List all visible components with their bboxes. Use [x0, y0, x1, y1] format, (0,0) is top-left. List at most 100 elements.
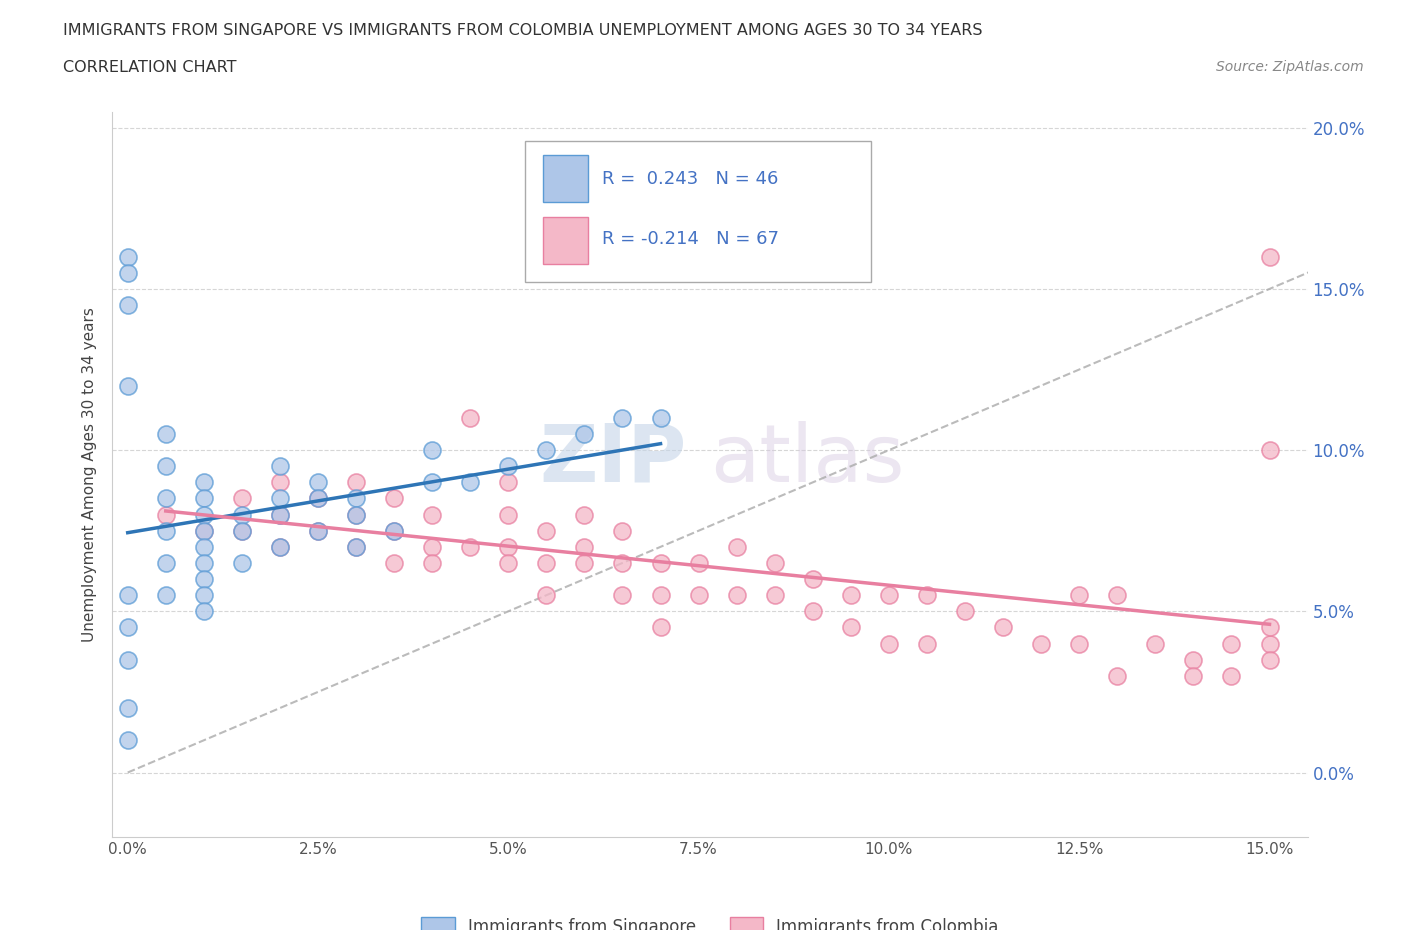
- Point: [1258, 620, 1281, 635]
- Point: [231, 491, 253, 506]
- Point: [1107, 588, 1129, 603]
- Point: [269, 491, 291, 506]
- Point: [307, 491, 329, 506]
- Point: [877, 588, 900, 603]
- Point: [574, 555, 596, 570]
- Point: [420, 507, 443, 522]
- Point: [117, 249, 139, 264]
- Point: [382, 555, 405, 570]
- Point: [498, 539, 520, 554]
- Point: [1069, 636, 1091, 651]
- Point: [536, 555, 558, 570]
- Text: R =  0.243   N = 46: R = 0.243 N = 46: [603, 170, 779, 188]
- Point: [193, 524, 215, 538]
- Point: [344, 539, 367, 554]
- Point: [193, 524, 215, 538]
- Point: [193, 588, 215, 603]
- Point: [536, 588, 558, 603]
- Point: [269, 475, 291, 490]
- Point: [420, 475, 443, 490]
- Point: [155, 491, 177, 506]
- Point: [915, 588, 938, 603]
- Point: [688, 555, 710, 570]
- Point: [193, 604, 215, 618]
- Point: [1258, 636, 1281, 651]
- Point: [307, 524, 329, 538]
- Point: [650, 588, 672, 603]
- FancyBboxPatch shape: [524, 140, 872, 282]
- Point: [1258, 249, 1281, 264]
- Point: [650, 410, 672, 425]
- Point: [117, 620, 139, 635]
- Point: [839, 620, 862, 635]
- Point: [688, 588, 710, 603]
- Point: [193, 555, 215, 570]
- Point: [117, 298, 139, 312]
- Point: [193, 475, 215, 490]
- Point: [650, 555, 672, 570]
- Point: [344, 475, 367, 490]
- Point: [536, 443, 558, 458]
- Point: [193, 572, 215, 587]
- FancyBboxPatch shape: [543, 217, 588, 264]
- Point: [155, 507, 177, 522]
- Point: [231, 524, 253, 538]
- Point: [612, 410, 634, 425]
- Point: [458, 475, 481, 490]
- Point: [1220, 669, 1243, 684]
- Point: [155, 524, 177, 538]
- Point: [458, 539, 481, 554]
- Point: [458, 410, 481, 425]
- Point: [269, 539, 291, 554]
- Text: R = -0.214   N = 67: R = -0.214 N = 67: [603, 230, 779, 247]
- Point: [269, 539, 291, 554]
- Point: [117, 265, 139, 280]
- Point: [725, 588, 748, 603]
- Point: [801, 604, 824, 618]
- Point: [117, 733, 139, 748]
- Point: [498, 507, 520, 522]
- Point: [269, 458, 291, 473]
- Point: [307, 475, 329, 490]
- Point: [269, 507, 291, 522]
- Point: [420, 555, 443, 570]
- Point: [420, 443, 443, 458]
- Point: [344, 507, 367, 522]
- Point: [953, 604, 976, 618]
- Point: [1182, 652, 1205, 667]
- Point: [420, 539, 443, 554]
- Point: [1107, 669, 1129, 684]
- Point: [344, 491, 367, 506]
- Point: [117, 652, 139, 667]
- Point: [155, 588, 177, 603]
- Point: [763, 555, 786, 570]
- Point: [193, 539, 215, 554]
- Point: [117, 588, 139, 603]
- Point: [574, 427, 596, 442]
- Point: [193, 491, 215, 506]
- Legend: Immigrants from Singapore, Immigrants from Colombia: Immigrants from Singapore, Immigrants fr…: [415, 910, 1005, 930]
- Point: [612, 524, 634, 538]
- Point: [650, 620, 672, 635]
- Point: [269, 507, 291, 522]
- Point: [498, 475, 520, 490]
- Point: [155, 458, 177, 473]
- Point: [498, 555, 520, 570]
- Point: [574, 539, 596, 554]
- Point: [344, 539, 367, 554]
- Point: [344, 507, 367, 522]
- Point: [536, 524, 558, 538]
- Y-axis label: Unemployment Among Ages 30 to 34 years: Unemployment Among Ages 30 to 34 years: [82, 307, 97, 642]
- Point: [839, 588, 862, 603]
- Point: [498, 458, 520, 473]
- Point: [193, 507, 215, 522]
- Point: [1031, 636, 1053, 651]
- Text: Source: ZipAtlas.com: Source: ZipAtlas.com: [1216, 60, 1364, 74]
- Point: [382, 491, 405, 506]
- Point: [1258, 652, 1281, 667]
- Text: IMMIGRANTS FROM SINGAPORE VS IMMIGRANTS FROM COLOMBIA UNEMPLOYMENT AMONG AGES 30: IMMIGRANTS FROM SINGAPORE VS IMMIGRANTS …: [63, 23, 983, 38]
- Point: [763, 588, 786, 603]
- Point: [155, 555, 177, 570]
- Point: [1144, 636, 1167, 651]
- Point: [231, 507, 253, 522]
